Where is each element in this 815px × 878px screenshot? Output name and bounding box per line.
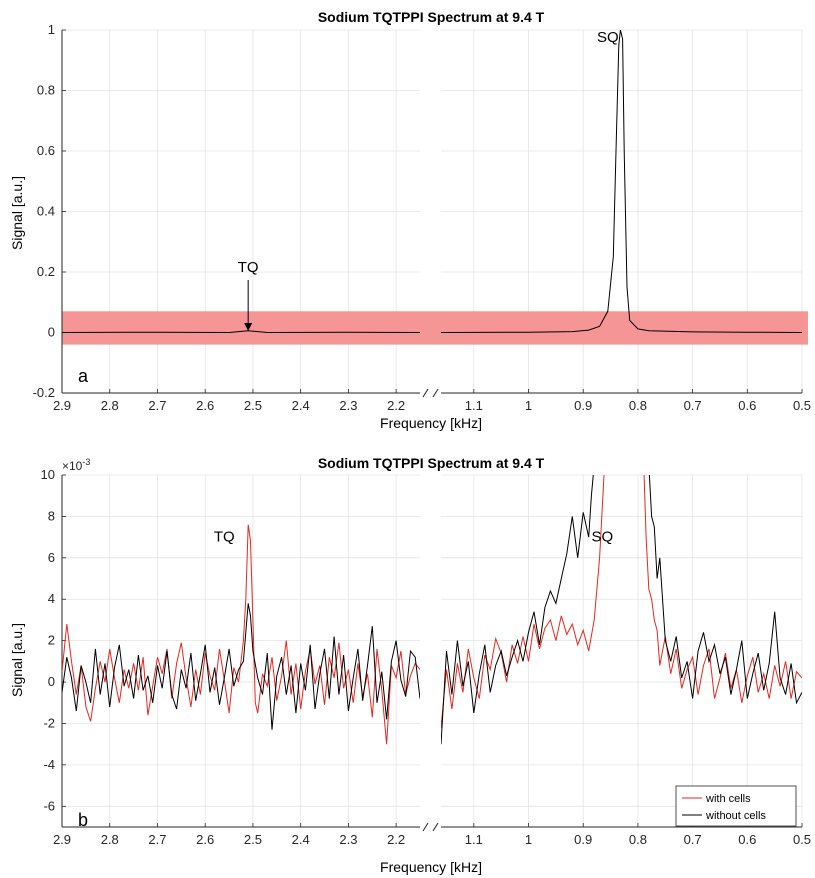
x-tick-label: 0.9: [574, 832, 592, 847]
panel-letter-a: a: [78, 366, 89, 386]
panel-b: Sodium TQTPPI Spectrum at 9.4 T Frequenc…: [9, 455, 812, 875]
x-tick-label: 2.6: [196, 832, 214, 847]
y-exponent-b: ×10-3: [62, 457, 90, 473]
axis-break-mark: [432, 388, 439, 398]
series-group-b: [62, 475, 802, 745]
annotation-tq: TQ: [238, 259, 259, 276]
x-tick-label: 0.7: [684, 398, 702, 413]
x-tick-label: 2.7: [148, 398, 166, 413]
y-axis-label-a: Signal [a.u.]: [9, 176, 25, 250]
y-tick-label: 6: [48, 550, 55, 565]
x-tick-label: 1: [525, 398, 532, 413]
panel-letter-b: b: [78, 810, 88, 830]
y-tick-label: 2: [48, 633, 55, 648]
x-tick-label: 2.5: [244, 832, 262, 847]
y-tick-label: 10: [41, 467, 55, 482]
x-tick-label: 2.9: [53, 832, 71, 847]
legend-label-with-cells: with cells: [705, 793, 751, 805]
x-tick-label: 2.4: [292, 398, 310, 413]
series-line-with-cells: [62, 524, 420, 745]
x-tick-label: 2.2: [387, 832, 405, 847]
annotations-a: TQ SQ: [238, 29, 619, 331]
y-tick-label: 0.4: [37, 204, 55, 219]
x-tick-label: 2.3: [339, 832, 357, 847]
series-line-without-cells: [441, 475, 802, 745]
axis-break-mark: [422, 822, 429, 832]
annotation-tq: TQ: [214, 528, 235, 545]
chart-title-a: Sodium TQTPPI Spectrum at 9.4 T: [318, 9, 545, 25]
x-tick-label: 2.6: [196, 398, 214, 413]
ticks-b: -6 -4 -2 0 2 4 6 8 10 2.9 2.8 2.7 2.6 2.5 2.4 2.3 2.2 1.1…: [41, 467, 812, 847]
y-tick-label: -2: [43, 715, 55, 730]
x-tick-label: 1.1: [465, 398, 483, 413]
y-tick-label: 8: [48, 508, 55, 523]
x-tick-label: 1: [525, 832, 532, 847]
ticks-a: -0.2 0 0.2 0.4 0.6 0.8 1 2.9 2.8 2.7 2.6 2.5 2.4 2.3 2…: [33, 22, 811, 413]
x-tick-label: 0.6: [738, 832, 756, 847]
y-tick-label: -0.2: [33, 385, 55, 400]
x-tick-label: 0.7: [684, 832, 702, 847]
y-tick-label: -4: [43, 757, 55, 772]
series-line-without-cells: [62, 603, 420, 730]
shaded-band-a: [62, 311, 808, 345]
grid-b: [61, 474, 803, 827]
series-group-a: [62, 30, 802, 334]
x-tick-label: 0.5: [793, 398, 811, 413]
x-tick-label: 2.3: [339, 398, 357, 413]
x-tick-label: 2.2: [387, 398, 405, 413]
series-line-signal: [441, 30, 802, 333]
x-tick-label: 0.5: [793, 832, 811, 847]
y-tick-label: 0: [48, 325, 55, 340]
x-tick-label: 0.8: [629, 832, 647, 847]
y-tick-label: 0.2: [37, 264, 55, 279]
x-tick-label: 2.8: [101, 832, 119, 847]
legend-box: [675, 785, 797, 827]
x-tick-label: 2.8: [101, 398, 119, 413]
shaded-band-segment: [441, 311, 808, 345]
annotation-arrow-head: [244, 322, 253, 331]
legend-b: with cells without cells: [675, 785, 797, 827]
series-line-with-cells: [441, 475, 802, 728]
x-tick-label: 2.5: [244, 398, 262, 413]
x-tick-label: 2.7: [148, 832, 166, 847]
x-axis-label-a: Frequency [kHz]: [380, 415, 482, 431]
axes-b: [61, 474, 803, 832]
y-tick-label: 4: [48, 591, 55, 606]
y-tick-label: 0.8: [37, 83, 55, 98]
x-tick-label: 0.8: [629, 398, 647, 413]
x-tick-label: 1.1: [465, 832, 483, 847]
y-axis-label-b: Signal [a.u.]: [9, 623, 25, 697]
x-tick-label: 2.4: [292, 832, 310, 847]
y-tick-label: 0.6: [37, 143, 55, 158]
x-axis-label-b: Frequency [kHz]: [380, 859, 482, 875]
axis-break-mark: [432, 822, 439, 832]
y-tick-label: 0: [48, 674, 55, 689]
axis-break-mark: [422, 388, 429, 398]
x-tick-label: 2.9: [53, 398, 71, 413]
x-tick-label: 0.6: [738, 398, 756, 413]
panel-a: Sodium TQTPPI Spectrum at 9.4 T Frequenc…: [9, 9, 811, 431]
y-tick-label: 1: [48, 22, 55, 37]
x-tick-label: 0.9: [574, 398, 592, 413]
annotation-sq: SQ: [592, 528, 614, 545]
y-tick-label: -6: [43, 798, 55, 813]
annotation-sq: SQ: [597, 29, 619, 46]
annotations-b: TQ SQ: [214, 528, 613, 545]
shaded-band-segment: [62, 311, 441, 345]
chart-title-b: Sodium TQTPPI Spectrum at 9.4 T: [318, 455, 545, 471]
legend-label-without-cells: without cells: [705, 810, 766, 822]
